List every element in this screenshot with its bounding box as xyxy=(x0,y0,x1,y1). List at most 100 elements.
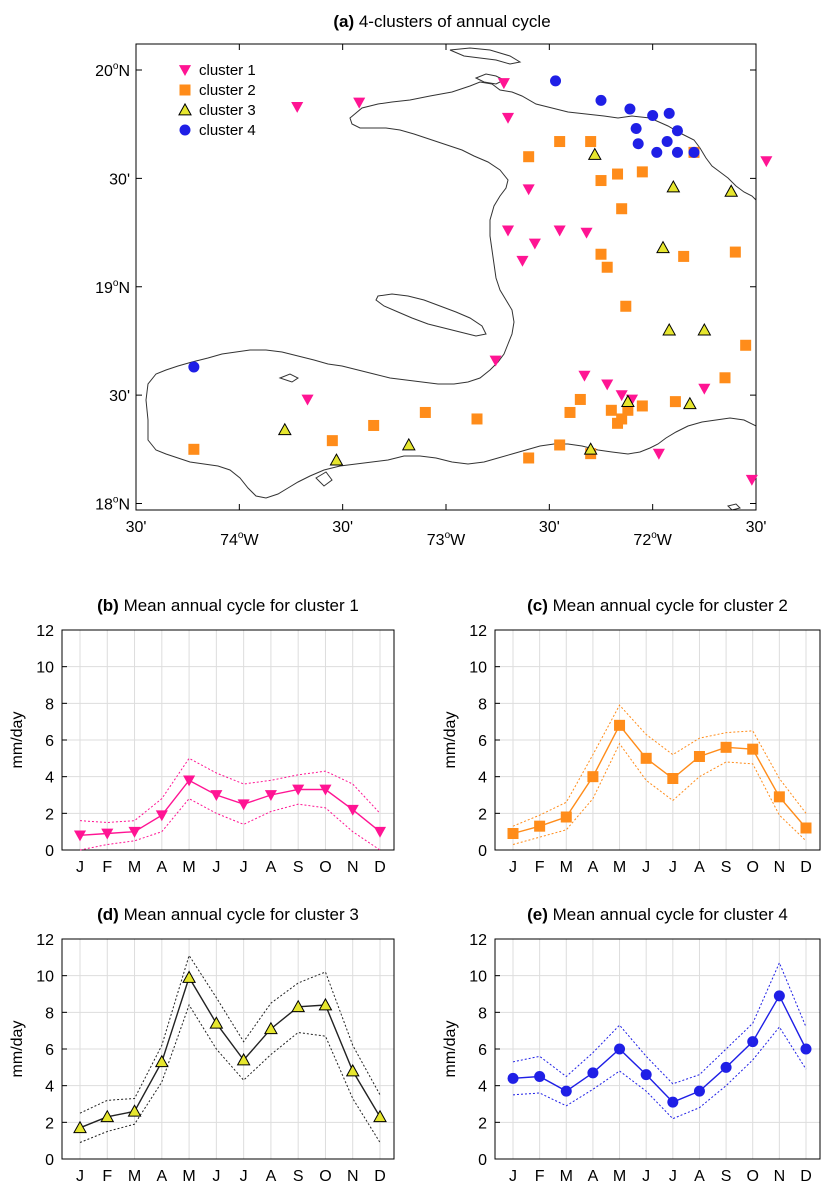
data-point xyxy=(800,822,812,834)
station-marker-cluster4 xyxy=(624,103,636,115)
data-point xyxy=(587,1067,599,1079)
x-tick-label: A xyxy=(694,859,705,876)
series-line-mean xyxy=(79,779,381,837)
data-point xyxy=(667,773,679,784)
station-marker-cluster1 xyxy=(516,255,529,267)
data-point xyxy=(236,1052,251,1066)
y-tick-label: 6 xyxy=(45,1042,54,1059)
x-tick-label: N xyxy=(774,859,786,876)
station-marker-cluster2 xyxy=(564,406,576,418)
data-point xyxy=(534,1071,546,1082)
station-marker-cluster4 xyxy=(688,146,700,158)
lat-tick-label: 18oN xyxy=(95,494,130,513)
series-line-lower xyxy=(512,742,807,845)
data-point xyxy=(209,1016,224,1029)
y-tick-label: 8 xyxy=(478,696,487,713)
station-marker-cluster2 xyxy=(523,452,535,464)
y-tick-label: 12 xyxy=(469,623,487,640)
x-tick-label: J xyxy=(240,859,248,876)
station-marker-cluster2 xyxy=(554,439,566,451)
x-tick-label: D xyxy=(374,859,386,876)
series-line-lower xyxy=(79,1003,381,1143)
legend-label: cluster 3 xyxy=(199,102,256,119)
station-marker-cluster3 xyxy=(724,184,739,197)
x-tick-label: S xyxy=(293,1168,304,1184)
station-marker-cluster3 xyxy=(620,394,635,407)
x-tick-label: M xyxy=(128,1168,141,1184)
series-line-mean xyxy=(79,975,381,1129)
x-tick-label: J xyxy=(509,859,517,876)
x-tick-label: J xyxy=(212,1168,220,1184)
data-point xyxy=(73,830,87,842)
legend-label: cluster 2 xyxy=(199,82,256,99)
data-point xyxy=(693,1085,705,1097)
data-point xyxy=(264,790,277,802)
map-legend: cluster 1 cluster 2 cluster 3 cluster 4 xyxy=(178,62,256,139)
station-marker-cluster1 xyxy=(301,394,314,406)
data-point xyxy=(693,751,705,762)
station-marker-cluster2 xyxy=(554,136,566,148)
lat-tick-label: 20oN xyxy=(95,61,130,80)
data-point xyxy=(720,741,732,753)
x-tick-label: F xyxy=(535,1168,545,1184)
station-marker-cluster1 xyxy=(578,370,591,382)
data-point xyxy=(373,826,387,838)
data-point xyxy=(292,784,305,796)
station-marker-cluster3 xyxy=(656,240,670,254)
data-point xyxy=(155,810,168,822)
station-marker-cluster1 xyxy=(489,355,502,367)
data-point xyxy=(614,1043,626,1055)
x-tick-label: J xyxy=(212,859,220,876)
y-tick-label: 6 xyxy=(478,1042,487,1059)
x-tick-label: A xyxy=(156,1168,167,1184)
y-axis-label: mm/day xyxy=(9,1021,26,1078)
chart-title: (c) Mean annual cycle for cluster 2 xyxy=(527,596,788,615)
x-tick-label: F xyxy=(535,859,545,876)
lon-tick-label: 30' xyxy=(332,519,353,536)
chart-title: (d) Mean annual cycle for cluster 3 xyxy=(97,905,359,924)
data-point xyxy=(373,1109,387,1123)
station-marker-cluster1 xyxy=(522,184,535,196)
chart-title: (e) Mean annual cycle for cluster 4 xyxy=(527,905,788,924)
x-tick-label: S xyxy=(721,1168,732,1184)
x-tick-label: N xyxy=(347,859,359,876)
x-tick-label: J xyxy=(509,1168,517,1184)
lon-tick-label: 30' xyxy=(746,519,767,536)
lon-tick-label: 74oW xyxy=(220,530,259,549)
station-marker-cluster3 xyxy=(682,396,697,410)
x-tick-label: A xyxy=(588,859,599,876)
station-marker-cluster2 xyxy=(719,372,731,384)
data-point xyxy=(264,1021,278,1035)
y-tick-label: 2 xyxy=(45,1115,54,1132)
y-tick-label: 10 xyxy=(469,969,487,986)
data-point xyxy=(587,771,599,783)
station-marker-cluster4 xyxy=(632,138,644,150)
y-axis-label: mm/day xyxy=(442,712,459,769)
x-tick-label: N xyxy=(347,1168,359,1184)
data-point xyxy=(154,1054,169,1068)
station-marker-cluster2 xyxy=(595,175,607,187)
station-marker-cluster2 xyxy=(669,396,681,408)
station-marker-cluster1 xyxy=(291,102,304,113)
station-marker-cluster2 xyxy=(616,203,628,215)
station-marker-cluster2 xyxy=(368,419,380,431)
data-point xyxy=(318,997,333,1011)
station-marker-cluster4 xyxy=(671,146,683,158)
station-marker-cluster4 xyxy=(663,107,675,119)
x-tick-label: S xyxy=(721,859,732,876)
data-point xyxy=(534,820,546,832)
x-tick-label: J xyxy=(642,1168,650,1184)
x-tick-label: A xyxy=(266,859,277,876)
station-marker-cluster2 xyxy=(729,246,741,258)
data-point xyxy=(345,1063,360,1077)
station-marker-cluster4 xyxy=(188,361,200,373)
y-tick-label: 12 xyxy=(36,623,54,640)
x-tick-label: J xyxy=(76,859,84,876)
station-marker-cluster2 xyxy=(601,261,613,273)
station-marker-cluster4 xyxy=(671,125,683,137)
